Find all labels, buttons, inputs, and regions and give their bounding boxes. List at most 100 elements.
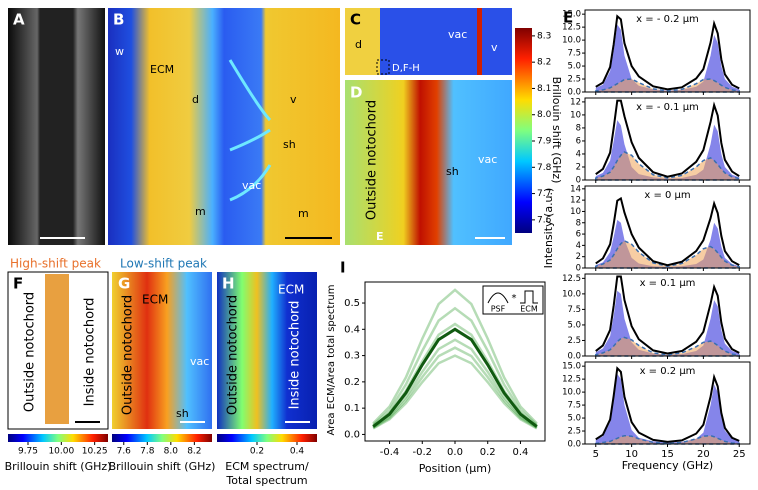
colorbar xyxy=(515,28,532,233)
cell-walls xyxy=(228,59,272,202)
plot-title: x = 0 µm xyxy=(644,190,690,201)
y-tick-label: 2.5 xyxy=(567,427,581,437)
y-tick-label: 8 xyxy=(576,123,581,133)
panel-letter: H xyxy=(222,275,235,293)
y-axis-label: Area ECM/Area total spectrum xyxy=(326,284,337,435)
fit-line xyxy=(595,14,740,91)
y-tick-label: 12 xyxy=(570,196,581,206)
y-tick-label: 2 xyxy=(576,252,581,262)
panel-letter: D xyxy=(350,84,362,102)
colorbar-tick-label: 9.75 xyxy=(18,447,38,457)
low-shift-peak xyxy=(595,151,740,181)
colorbar-tick-label: 8.1 xyxy=(537,84,551,94)
y-tick-label: 12 xyxy=(570,97,581,107)
y-tick-label: 0.3 xyxy=(344,351,360,362)
y-tick-label: 5.0 xyxy=(567,414,581,424)
y-tick-label: 6 xyxy=(576,230,581,240)
image-label: m xyxy=(195,205,206,218)
image-label: v xyxy=(491,41,498,54)
image-label: Outside notochord xyxy=(23,292,38,412)
image-label: Inside notochord xyxy=(288,301,303,410)
colorbar-tick-label: 8.3 xyxy=(537,31,551,41)
y-tick-label: 2.5 xyxy=(567,336,581,346)
y-tick-label: 10 xyxy=(570,110,581,120)
image-label: Outside notochord xyxy=(365,100,380,220)
profile-line xyxy=(372,354,538,430)
colorbar-label: Total spectrum xyxy=(225,474,307,487)
colorbar-tick-label: 7.6 xyxy=(117,447,132,457)
legend-text: PSF xyxy=(491,305,506,314)
panel-letter: G xyxy=(118,275,130,293)
y-tick-label: 0.0 xyxy=(567,88,581,98)
y-tick-label: 6 xyxy=(576,136,581,146)
image-label: m xyxy=(298,207,309,220)
fit-line xyxy=(595,99,740,178)
colorbar-tick-label: 8.0 xyxy=(537,110,552,120)
colorbar-tick-label: 7.6 xyxy=(537,215,552,225)
x-tick-label: -0.2 xyxy=(413,447,433,458)
x-tick-label: 25 xyxy=(733,449,746,460)
colorbar-tick-label: 7.8 xyxy=(140,447,155,457)
y-axis-label: Intensity (a.u.) xyxy=(542,188,555,269)
y-tick-label: 0.0 xyxy=(567,352,581,362)
image-label: ECM xyxy=(150,63,174,76)
colorbar-tick-label: 7.9 xyxy=(537,137,552,147)
image-label: Outside notochord xyxy=(226,295,241,415)
image-label: vac xyxy=(448,28,467,41)
colorbar-label: Brillouin shift (GHz) xyxy=(550,77,563,184)
image-label: d xyxy=(355,38,362,51)
y-tick-label: 5.0 xyxy=(567,62,581,72)
y-tick-label: 5.0 xyxy=(567,320,581,330)
high-shift-peak xyxy=(595,373,740,444)
y-tick-label: 0 xyxy=(576,264,581,274)
x-axis-label: Position (µm) xyxy=(419,462,492,475)
image-label: d xyxy=(192,93,199,106)
image-f-stripe xyxy=(45,274,69,424)
y-tick-label: 12.5 xyxy=(562,274,581,284)
x-tick-label: 0.2 xyxy=(480,447,496,458)
y-tick-label: 7.5 xyxy=(567,305,581,315)
y-tick-label: 10.0 xyxy=(562,388,581,398)
legend-icon: PSF * ECM xyxy=(482,285,544,315)
colorbar-tick-label: 0.2 xyxy=(250,447,264,457)
image-label: vac xyxy=(190,355,209,368)
y-tick-label: 15.0 xyxy=(562,362,581,372)
image-label: vac xyxy=(242,179,261,192)
x-tick-label: 0.0 xyxy=(447,447,463,458)
plot-title: x = - 0.1 µm xyxy=(636,102,699,113)
image-d xyxy=(345,80,512,245)
low-shift-peak xyxy=(595,239,740,269)
colorbar-tick-label: 8.2 xyxy=(537,58,551,68)
image-label: v xyxy=(290,93,297,106)
y-tick-label: 10 xyxy=(570,207,581,217)
y-tick-label: 15.0 xyxy=(562,10,581,20)
y-tick-label: 0.2 xyxy=(344,377,360,388)
panel-letter: C xyxy=(350,11,361,29)
colorbar-tick-label: 0.4 xyxy=(290,447,305,457)
colorbar-label: Brillouin shift (GHz) xyxy=(5,460,112,473)
profile-line xyxy=(372,288,538,425)
image-label: E xyxy=(376,230,384,243)
y-tick-label: 0.5 xyxy=(344,298,360,309)
profile-line xyxy=(372,346,538,429)
colorbar-label: ECM spectrum/ xyxy=(225,460,309,473)
image-g xyxy=(112,272,212,429)
colorbar-tick-label: 7.8 xyxy=(537,163,552,173)
y-tick-label: 0.1 xyxy=(344,403,360,414)
x-tick-label: 10 xyxy=(625,449,638,460)
colorbar-tick-label: 8.0 xyxy=(164,447,179,457)
fit-line xyxy=(595,275,740,355)
y-tick-label: 4 xyxy=(576,241,581,251)
image-c-region xyxy=(345,8,380,75)
image-label: w xyxy=(115,45,124,58)
y-tick-label: 14 xyxy=(570,184,581,194)
y-tick-label: 12.5 xyxy=(562,375,581,385)
profile-line xyxy=(372,338,538,429)
legend-psf xyxy=(487,292,509,304)
image-label: D,F-H xyxy=(392,63,420,74)
panel-letter: F xyxy=(13,275,23,293)
colorbar-tick-label: 8.2 xyxy=(187,447,201,457)
colorbar xyxy=(8,434,108,442)
y-tick-label: 2 xyxy=(576,162,581,172)
high-shift-peak xyxy=(595,24,740,92)
